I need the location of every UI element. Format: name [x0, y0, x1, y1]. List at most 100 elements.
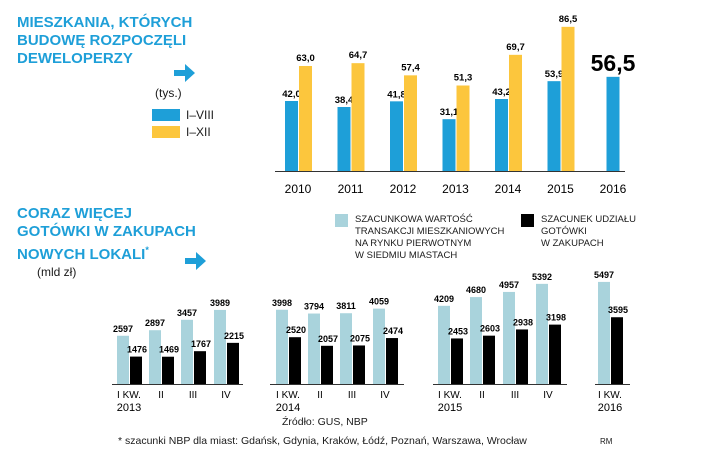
- data-label-cash: 3198: [546, 313, 566, 323]
- author-initials: RM: [600, 437, 613, 446]
- top-legend-item-1: I–VIII: [152, 108, 214, 122]
- top-legend-item-2: I–XII: [152, 125, 211, 139]
- data-label-cash: 1767: [191, 339, 211, 349]
- footnote-text: * szacunki NBP dla miast: Gdańsk, Gdynia…: [118, 435, 527, 447]
- bottom-title-line-3: NOWYCH LOKALI*: [17, 245, 149, 263]
- data-label-total: 5497: [594, 270, 614, 280]
- x-tick-label: I KW.: [276, 390, 300, 401]
- data-label-i-xii: 64,7: [349, 50, 368, 61]
- bottom-bar-chart: 2597 1476 I KW. 2897 1469 II 3457 1767 III 3989 22…: [112, 270, 630, 414]
- year-label: 2013: [117, 402, 141, 414]
- data-label-i-viii: 38,4: [335, 95, 354, 106]
- top-title-line-3: DEWELOPERZY: [17, 50, 133, 67]
- bar-cash-share: [289, 337, 301, 384]
- x-tick-label: I KW.: [598, 390, 622, 401]
- bar-cash-share: [130, 356, 142, 384]
- legend-swatch-yellow: [152, 126, 180, 138]
- data-label-i-xii: 69,7: [506, 42, 525, 53]
- data-label-i-viii: 43,2: [492, 87, 511, 98]
- bar-total-value: [276, 309, 288, 384]
- bar-total-value: [340, 313, 352, 384]
- bar-total-value: [536, 283, 548, 384]
- bottom-title-line-2: GOTÓWKI W ZAKUPACH: [17, 223, 196, 240]
- data-label-total: 4680: [466, 285, 486, 295]
- bar-cash-share: [549, 324, 561, 384]
- bar-total-value: [470, 297, 482, 384]
- title-footnote-mark: *: [145, 245, 149, 255]
- data-label-total: 3998: [272, 298, 292, 308]
- data-label-i-viii: 53,9: [545, 69, 564, 80]
- data-label-total: 3989: [210, 298, 230, 308]
- source-text: Źródło: GUS, NBP: [282, 416, 368, 428]
- top-unit: (tys.): [155, 86, 182, 100]
- data-label-cash: 2938: [513, 317, 533, 327]
- bottom-title-line-1: CORAZ WIĘCEJ: [17, 205, 133, 222]
- data-label-cash: 1469: [159, 345, 179, 355]
- x-tick-label: 2010: [285, 182, 312, 196]
- data-label-total: 4059: [369, 297, 389, 307]
- data-label-cash: 2603: [480, 324, 500, 334]
- x-tick-label: II: [479, 390, 485, 401]
- data-label-total: 2897: [145, 318, 165, 328]
- x-tick-label: 2011: [338, 182, 364, 196]
- bar-i-xii: [509, 54, 522, 172]
- x-tick-label: I KW.: [438, 390, 462, 401]
- legend-label-4: SZACUNEK UDZIAŁU GOTÓWKI W ZAKUPACH: [541, 214, 637, 249]
- bar-cash-share: [451, 338, 463, 384]
- bar-i-xii: [299, 66, 312, 171]
- bar-i-viii: [285, 101, 298, 171]
- bar-i-xii: [351, 63, 365, 171]
- top-arrow-icon: [174, 64, 195, 82]
- bottom-legend-item-1: SZACUNKOWA WARTOŚĆ TRANSAKCJI MIESZKANIO…: [335, 214, 504, 262]
- data-label-i-xii: 57,4: [401, 62, 420, 73]
- x-tick-label: III: [189, 390, 197, 401]
- legend-label-1: I–VIII: [186, 108, 215, 122]
- x-tick-label: 2012: [390, 182, 417, 196]
- bar-cash-share: [162, 356, 174, 384]
- bar-total-value: [598, 281, 610, 384]
- bar-i-viii: [442, 119, 456, 171]
- data-label-total: 3457: [177, 308, 197, 318]
- data-label-i-xii: 86,5: [559, 14, 578, 25]
- data-label-cash: 2474: [383, 326, 403, 336]
- x-tick-label: 2014: [495, 182, 522, 196]
- year-label: 2015: [438, 402, 462, 414]
- x-tick-label: III: [511, 390, 519, 401]
- bar-i-viii: [606, 76, 620, 171]
- data-label-total: 5392: [532, 272, 552, 282]
- year-label: 2014: [276, 402, 300, 414]
- bar-i-xii: [561, 26, 575, 172]
- data-label-i-viii: 41,8: [387, 89, 406, 100]
- bar-cash-share: [227, 342, 239, 384]
- data-label-cash: 3595: [608, 305, 628, 315]
- legend-label-2: I–XII: [186, 125, 211, 139]
- bottom-arrow-icon: [185, 252, 206, 270]
- data-label-total: 3811: [336, 301, 356, 311]
- bar-total-value: [117, 335, 129, 384]
- legend-swatch-black: [521, 214, 534, 227]
- bar-i-viii: [495, 99, 508, 171]
- bar-i-viii: [337, 107, 351, 171]
- bar-i-xii: [456, 85, 470, 171]
- bar-cash-share: [611, 317, 623, 384]
- x-tick-label: 2016: [600, 182, 627, 196]
- data-label-cash: 2215: [224, 331, 244, 341]
- data-label-total: 4209: [434, 294, 454, 304]
- top-title-line-1: MIESZKANIA, KTÓRYCH: [17, 14, 193, 31]
- bottom-unit: (mld zł): [37, 265, 77, 279]
- data-label-cash: 2075: [350, 333, 370, 343]
- bar-total-value: [503, 291, 515, 384]
- bar-i-viii: [390, 101, 403, 171]
- bar-cash-share: [321, 345, 333, 384]
- bar-cash-share: [483, 335, 495, 384]
- data-label-i-xii: 63,0: [296, 53, 315, 64]
- legend-label-3: SZACUNKOWA WARTOŚĆ TRANSAKCJI MIESZKANIO…: [355, 214, 505, 261]
- data-label-total: 3794: [304, 302, 324, 312]
- bar-i-xii: [404, 75, 417, 171]
- data-label-total: 2597: [113, 324, 133, 334]
- top-title-line-2: BUDOWĘ ROZPOCZĘLI: [17, 32, 187, 49]
- year-label: 2016: [598, 402, 622, 414]
- data-label-cash: 2520: [286, 325, 306, 335]
- bar-cash-share: [353, 345, 365, 384]
- data-label-i-viii: 31,1: [440, 107, 459, 118]
